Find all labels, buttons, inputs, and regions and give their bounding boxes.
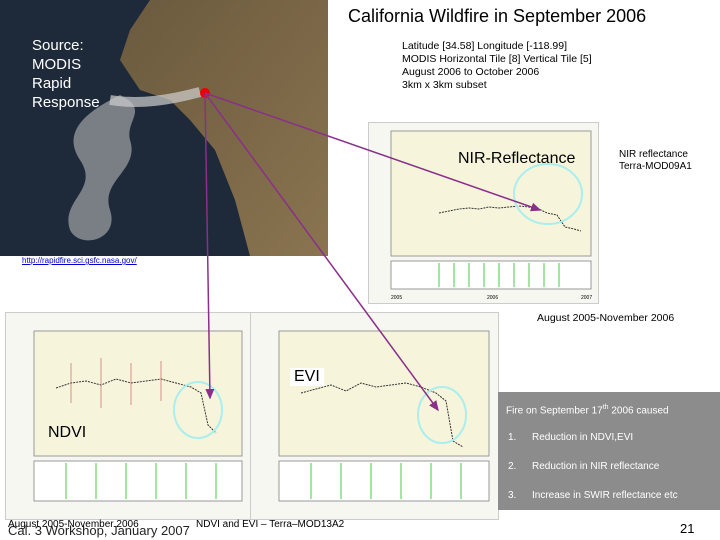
- highlight-circles: [173, 381, 467, 444]
- source-line: MODIS: [32, 56, 82, 73]
- item-text: Increase in SWIR reflectance etc: [532, 490, 678, 501]
- fire-heading: Fire on September 17th 2006 caused: [506, 404, 669, 416]
- fire-item: 3. Increase in SWIR reflectance etc: [508, 490, 678, 501]
- ordinal-suffix: th: [602, 404, 609, 411]
- fire-box: Fire on September 17th 2006 caused 1. Red…: [498, 392, 720, 510]
- year-label: 2007: [581, 295, 592, 301]
- item-number: 3.: [508, 490, 517, 501]
- item-number: 1.: [508, 432, 517, 443]
- fire-item: 2. Reduction in NIR reflectance: [508, 461, 659, 472]
- highlight-circle: [513, 163, 583, 225]
- date-range: August 2005-November 2006: [537, 312, 675, 324]
- ndvi-plot-image: [5, 312, 251, 520]
- info-line: MODIS Horizontal Tile [8] Vertical Tile …: [402, 53, 592, 65]
- location-info: Latitude [34.58] Longitude [-118.99] MOD…: [402, 40, 592, 92]
- slide-title: California Wildfire in September 2006: [348, 6, 647, 26]
- source-line: Source:: [32, 37, 84, 54]
- fire-item: 1. Reduction in NDVI,EVI: [508, 432, 633, 443]
- info-line: August 2006 to October 2006: [402, 66, 540, 78]
- fire-heading-text: Fire on September 17: [506, 405, 603, 417]
- nir-plot-image: 2005 2006 2007: [368, 122, 599, 304]
- note-line: Terra-MOD09A1: [619, 161, 692, 172]
- footer-range: August 2005-November 2006: [8, 519, 139, 530]
- footer-caption: NDVI and EVI – Terra–MOD13A2: [196, 519, 345, 530]
- nir-note: NIR reflectance Terra-MOD09A1: [619, 149, 692, 173]
- source-line: Response: [32, 94, 100, 111]
- page-number: 21: [680, 521, 695, 536]
- year-label: 2005: [391, 295, 402, 301]
- nir-label: NIR-Reflectance: [458, 150, 576, 167]
- note-line: NIR reflectance: [619, 149, 688, 160]
- source-text: Source: MODIS Rapid Response: [32, 36, 100, 112]
- info-line: 3km x 3km subset: [402, 79, 487, 91]
- footer-workshop: Cal. 3 Workshop, January 2007: [8, 523, 190, 538]
- satellite-image: [0, 0, 328, 256]
- info-line: Latitude [34.58] Longitude [-118.99]: [402, 40, 568, 52]
- item-text: Reduction in NIR reflectance: [532, 461, 660, 472]
- source-url[interactable]: http://rapidfire.sci.gsfc.nasa.gov/: [22, 256, 137, 265]
- ndvi-label: NDVI: [48, 424, 87, 441]
- evi-plot-image: [250, 312, 499, 520]
- source-line: Rapid: [32, 75, 72, 92]
- year-label: 2006: [487, 295, 498, 301]
- evi-label: EVI: [290, 368, 324, 386]
- fire-heading-text: 2006 caused: [608, 405, 669, 417]
- item-text: Reduction in NDVI,EVI: [532, 432, 634, 443]
- item-number: 2.: [508, 461, 517, 472]
